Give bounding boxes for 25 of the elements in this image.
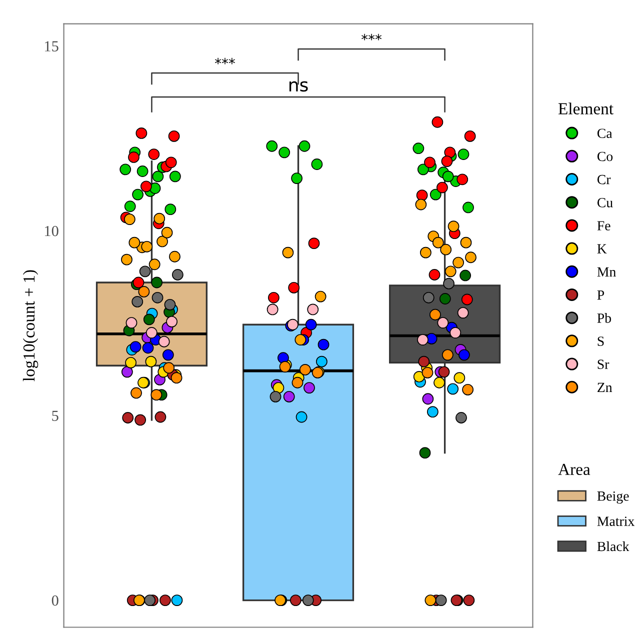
legend-label: Ca: [597, 128, 612, 138]
legend-label: Sr: [598, 360, 610, 370]
legend-label: P: [597, 290, 604, 300]
annotation: ns: [289, 81, 308, 92]
legend-label: Pb: [597, 313, 612, 323]
legend-label: Black: [597, 541, 630, 552]
text: Area: [558, 464, 590, 476]
legend-label: Beige: [597, 491, 629, 504]
legend-label: Fe: [597, 221, 610, 230]
legend-label: K: [597, 244, 607, 254]
y-tick-label: 15: [45, 41, 58, 52]
y-axis-title: log10(count + 1): [22, 270, 38, 382]
legend-label: S: [598, 336, 604, 346]
y-tick-label: 5: [52, 410, 58, 421]
legend-label: Matrix: [597, 516, 635, 526]
text: Element: [558, 102, 614, 114]
legend-label: Co: [597, 152, 613, 162]
annotation: ***: [362, 34, 382, 40]
legend-label: Cr: [597, 174, 611, 184]
legend-label: Zn: [598, 382, 612, 392]
y-tick-label: 0: [52, 595, 58, 606]
legend-label: Mn: [597, 267, 616, 276]
y-tick-label: 10: [45, 226, 58, 236]
legend-label: Cu: [597, 198, 613, 208]
annotation: ***: [214, 58, 235, 64]
